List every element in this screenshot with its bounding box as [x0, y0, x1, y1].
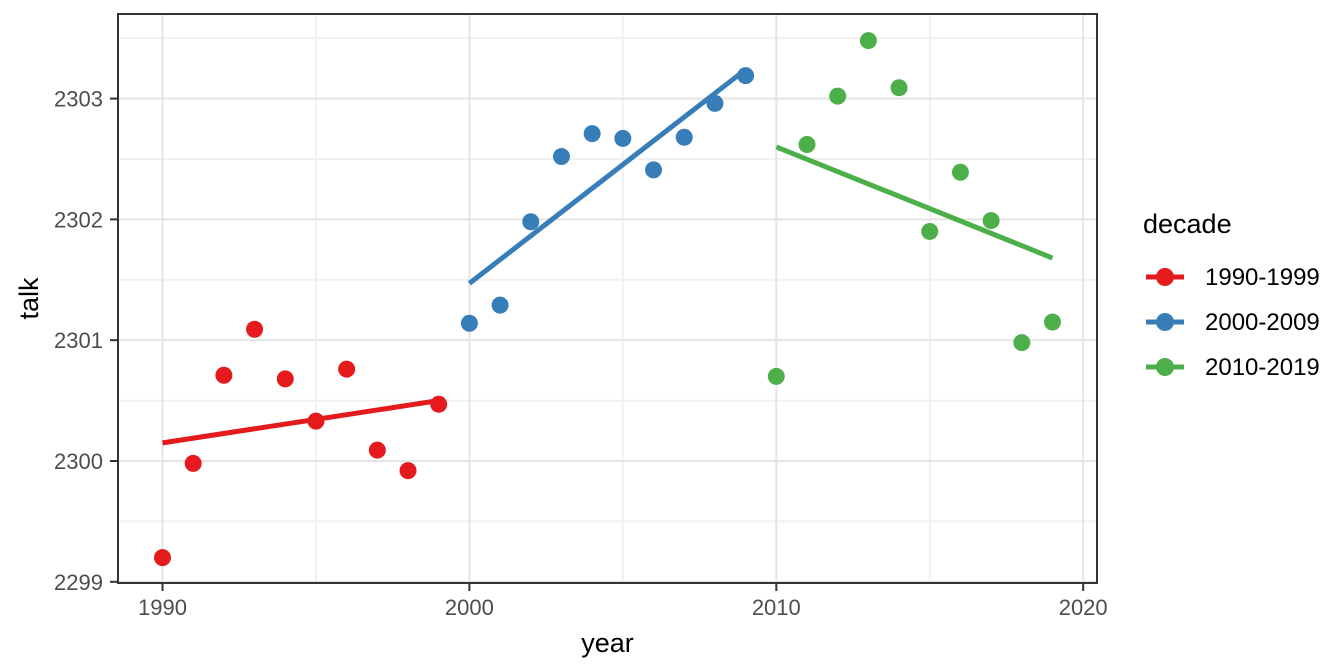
data-point-1990-1999: [246, 320, 264, 338]
data-point-2010-2019: [798, 135, 816, 153]
x-axis-tick-label: 2020: [1059, 595, 1108, 620]
data-point-2010-2019: [890, 79, 908, 97]
legend-item-label: 2010-2019: [1205, 354, 1320, 381]
x-axis-tick-label: 1990: [138, 595, 187, 620]
data-point-2000-2009: [645, 161, 663, 179]
data-point-1990-1999: [154, 549, 171, 567]
data-point-2010-2019: [859, 32, 877, 50]
legend-key-dot-2000-2009: [1156, 313, 1174, 331]
data-point-1990-1999: [215, 366, 233, 384]
legend-item-label: 2000-2009: [1205, 309, 1320, 336]
panel-border: [117, 13, 1098, 584]
y-axis-tick-label: 2300: [54, 449, 103, 474]
legend-item-label: 1990-1999: [1205, 264, 1320, 291]
x-axis-title: year: [581, 628, 634, 658]
data-point-2010-2019: [1013, 334, 1031, 352]
data-point-1990-1999: [184, 454, 202, 472]
data-point-2010-2019: [829, 87, 847, 105]
data-point-1990-1999: [399, 462, 417, 480]
x-axis-tick-label: 2000: [445, 595, 494, 620]
data-point-1990-1999: [338, 360, 356, 378]
data-point-1990-1999: [307, 412, 325, 430]
plot-panel: [118, 14, 1097, 583]
trend-line-2010-2019: [775, 144, 1054, 261]
data-point-2010-2019: [1044, 313, 1061, 331]
legend-key-dot-1990-1999: [1156, 268, 1174, 286]
data-point-2000-2009: [522, 213, 540, 231]
data-point-1990-1999: [368, 441, 386, 459]
data-point-2010-2019: [982, 212, 1000, 230]
y-axis-tick-label: 2302: [54, 207, 103, 232]
legend-key-dot-2010-2019: [1156, 358, 1174, 376]
y-axis-title: talk: [14, 277, 44, 320]
data-point-2000-2009: [706, 94, 724, 112]
x-axis-tick-label: 2010: [752, 595, 801, 620]
y-axis-tick-label: 2299: [54, 570, 103, 595]
trend-line-2000-2009: [467, 67, 748, 286]
data-point-2000-2009: [552, 148, 570, 166]
data-point-2010-2019: [767, 367, 785, 385]
data-point-2010-2019: [951, 163, 969, 181]
data-point-2000-2009: [583, 125, 601, 143]
data-point-2000-2009: [675, 128, 693, 146]
legend-title: decade: [1143, 209, 1232, 239]
data-point-1990-1999: [276, 370, 294, 388]
data-point-2010-2019: [921, 222, 939, 240]
data-point-2000-2009: [491, 296, 509, 314]
data-point-1990-1999: [430, 395, 448, 413]
y-axis-tick-label: 2303: [54, 87, 103, 112]
data-point-2000-2009: [614, 129, 632, 147]
data-point-2000-2009: [737, 67, 755, 85]
y-axis-tick-label: 2301: [54, 328, 103, 353]
data-point-2000-2009: [460, 314, 478, 332]
trend-line-1990-1999: [162, 398, 440, 446]
